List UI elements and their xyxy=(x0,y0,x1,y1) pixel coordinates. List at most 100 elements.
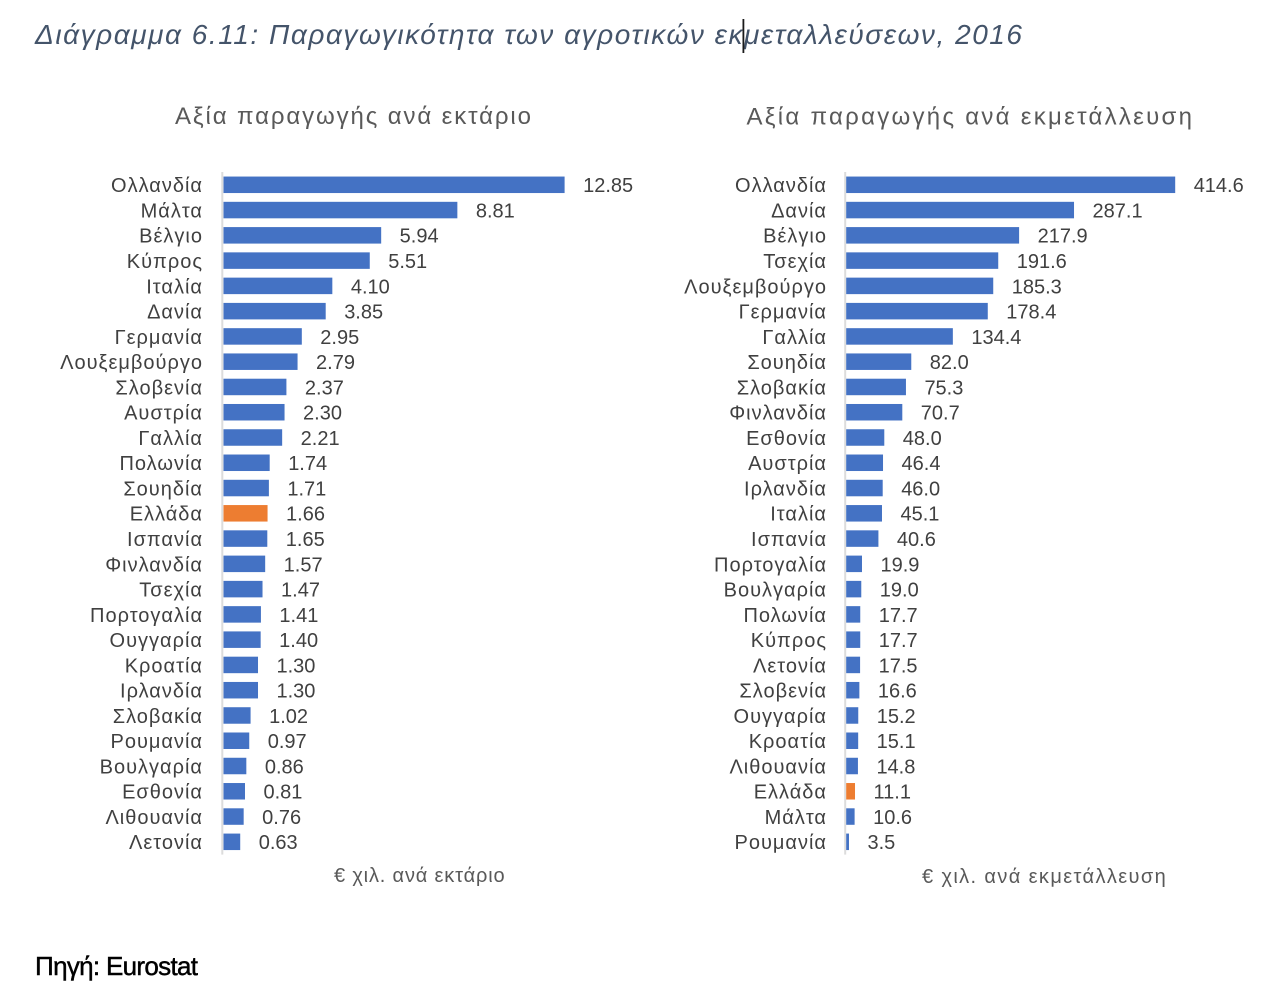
svg-text:Σλοβενία: Σλοβενία xyxy=(115,377,203,399)
svg-text:45.1: 45.1 xyxy=(900,504,939,526)
svg-text:Κύπρος: Κύπρος xyxy=(127,251,203,273)
svg-text:1.47: 1.47 xyxy=(281,580,320,602)
svg-text:Γερμανία: Γερμανία xyxy=(115,327,203,349)
svg-text:75.3: 75.3 xyxy=(924,377,963,399)
svg-text:Λετονία: Λετονία xyxy=(129,832,203,854)
svg-text:48.0: 48.0 xyxy=(903,428,942,450)
svg-text:€ χιλ. ανά εκμετάλλευση: € χιλ. ανά εκμετάλλευση xyxy=(922,866,1166,888)
svg-text:1.41: 1.41 xyxy=(279,605,318,627)
svg-text:8.81: 8.81 xyxy=(476,200,515,222)
svg-text:82.0: 82.0 xyxy=(930,352,969,374)
svg-text:Ουγγαρία: Ουγγαρία xyxy=(734,706,827,728)
svg-text:Εσθονία: Εσθονία xyxy=(122,782,203,804)
svg-text:17.5: 17.5 xyxy=(879,655,918,677)
svg-text:Βέλγιο: Βέλγιο xyxy=(139,226,203,248)
svg-text:Ισπανία: Ισπανία xyxy=(751,529,827,551)
svg-text:Βουλγαρία: Βουλγαρία xyxy=(724,580,827,602)
svg-text:Τσεχία: Τσεχία xyxy=(763,251,827,273)
svg-text:1.71: 1.71 xyxy=(287,478,326,500)
svg-text:Κροατία: Κροατία xyxy=(125,655,203,677)
svg-text:Πολωνία: Πολωνία xyxy=(743,605,827,627)
svg-text:16.6: 16.6 xyxy=(878,681,917,703)
svg-text:19.9: 19.9 xyxy=(880,554,919,576)
svg-text:Φινλανδία: Φινλανδία xyxy=(729,403,827,425)
svg-text:Κροατία: Κροατία xyxy=(749,731,827,753)
svg-text:17.7: 17.7 xyxy=(879,605,918,627)
svg-text:70.7: 70.7 xyxy=(921,403,960,425)
svg-text:5.94: 5.94 xyxy=(400,226,439,248)
svg-text:0.97: 0.97 xyxy=(268,731,307,753)
svg-text:Ιταλία: Ιταλία xyxy=(770,504,827,526)
svg-text:Πολωνία: Πολωνία xyxy=(119,453,203,475)
svg-text:2.30: 2.30 xyxy=(303,403,342,425)
svg-text:1.65: 1.65 xyxy=(286,529,325,551)
svg-text:4.10: 4.10 xyxy=(351,276,390,298)
svg-text:Ολλανδία: Ολλανδία xyxy=(735,175,827,197)
svg-text:Αξία παραγωγής ανά εκτάριο: Αξία παραγωγής ανά εκτάριο xyxy=(175,103,531,130)
svg-text:11.1: 11.1 xyxy=(874,782,911,804)
svg-text:Γερμανία: Γερμανία xyxy=(739,302,827,324)
svg-text:217.9: 217.9 xyxy=(1038,226,1088,248)
svg-text:287.1: 287.1 xyxy=(1093,200,1143,222)
svg-text:Γαλλία: Γαλλία xyxy=(762,327,827,349)
svg-text:Μάλτα: Μάλτα xyxy=(765,807,827,829)
svg-text:Αυστρία: Αυστρία xyxy=(124,403,203,425)
svg-text:19.0: 19.0 xyxy=(880,580,919,602)
svg-text:Βουλγαρία: Βουλγαρία xyxy=(100,756,203,778)
svg-text:Δανία: Δανία xyxy=(147,302,203,324)
svg-text:Λιθουανία: Λιθουανία xyxy=(105,807,203,829)
svg-text:Φινλανδία: Φινλανδία xyxy=(105,554,203,576)
svg-text:Ιρλανδία: Ιρλανδία xyxy=(120,681,203,703)
svg-text:178.4: 178.4 xyxy=(1006,302,1056,324)
svg-text:2.37: 2.37 xyxy=(305,377,344,399)
svg-text:46.4: 46.4 xyxy=(902,453,941,475)
svg-text:14.8: 14.8 xyxy=(876,756,915,778)
svg-text:1.30: 1.30 xyxy=(277,655,316,677)
svg-text:Εσθονία: Εσθονία xyxy=(746,428,827,450)
svg-text:185.3: 185.3 xyxy=(1012,276,1062,298)
svg-text:2.21: 2.21 xyxy=(301,428,340,450)
svg-text:Σλοβακία: Σλοβακία xyxy=(113,706,203,728)
svg-text:Λετονία: Λετονία xyxy=(753,655,827,677)
svg-text:191.6: 191.6 xyxy=(1017,251,1067,273)
svg-text:1.57: 1.57 xyxy=(284,554,323,576)
svg-text:Δανία: Δανία xyxy=(771,200,827,222)
svg-text:1.40: 1.40 xyxy=(279,630,318,652)
svg-text:Λουξεμβούργο: Λουξεμβούργο xyxy=(684,276,827,298)
svg-text:Αυστρία: Αυστρία xyxy=(748,453,827,475)
svg-text:Τσεχία: Τσεχία xyxy=(139,580,203,602)
svg-text:5.51: 5.51 xyxy=(388,251,427,273)
svg-text:0.76: 0.76 xyxy=(262,807,301,829)
svg-text:Λιθουανία: Λιθουανία xyxy=(729,756,827,778)
svg-text:Ελλάδα: Ελλάδα xyxy=(130,504,203,526)
svg-text:134.4: 134.4 xyxy=(971,327,1021,349)
svg-text:Ρουμανία: Ρουμανία xyxy=(735,832,828,854)
svg-text:2.79: 2.79 xyxy=(316,352,355,374)
svg-text:Σουηδία: Σουηδία xyxy=(747,352,827,374)
svg-text:Αξία παραγωγής ανά εκμετάλλευσ: Αξία παραγωγής ανά εκμετάλλευση xyxy=(747,104,1193,131)
svg-text:Κύπρος: Κύπρος xyxy=(751,630,827,652)
svg-text:Ολλανδία: Ολλανδία xyxy=(111,175,203,197)
svg-text:Μάλτα: Μάλτα xyxy=(141,200,203,222)
svg-text:Βέλγιο: Βέλγιο xyxy=(763,226,827,248)
svg-text:Πηγή: Eurostat: Πηγή: Eurostat xyxy=(35,951,199,981)
svg-text:Γαλλία: Γαλλία xyxy=(138,428,203,450)
svg-text:1.74: 1.74 xyxy=(288,453,327,475)
svg-text:Σουηδία: Σουηδία xyxy=(123,478,203,500)
svg-text:Πορτογαλία: Πορτογαλία xyxy=(90,605,203,627)
svg-text:3.85: 3.85 xyxy=(344,302,383,324)
svg-text:Ελλάδα: Ελλάδα xyxy=(754,782,827,804)
svg-text:Πορτογαλία: Πορτογαλία xyxy=(714,554,827,576)
svg-text:Ουγγαρία: Ουγγαρία xyxy=(110,630,203,652)
svg-text:3.5: 3.5 xyxy=(867,832,895,854)
svg-text:2.95: 2.95 xyxy=(320,327,359,349)
svg-text:0.81: 0.81 xyxy=(264,782,303,804)
svg-text:0.86: 0.86 xyxy=(265,756,304,778)
svg-text:10.6: 10.6 xyxy=(873,807,912,829)
svg-text:€ χιλ. ανά εκτάριο: € χιλ. ανά εκτάριο xyxy=(334,865,505,887)
svg-text:Σλοβακία: Σλοβακία xyxy=(737,377,827,399)
svg-text:Σλοβενία: Σλοβενία xyxy=(739,681,827,703)
svg-text:Λουξεμβούργο: Λουξεμβούργο xyxy=(60,352,203,374)
svg-text:Διάγραμμα 6.11: Παραγωγικότητα: Διάγραμμα 6.11: Παραγωγικότητα των αγροτ… xyxy=(34,19,1022,50)
svg-text:40.6: 40.6 xyxy=(897,529,936,551)
